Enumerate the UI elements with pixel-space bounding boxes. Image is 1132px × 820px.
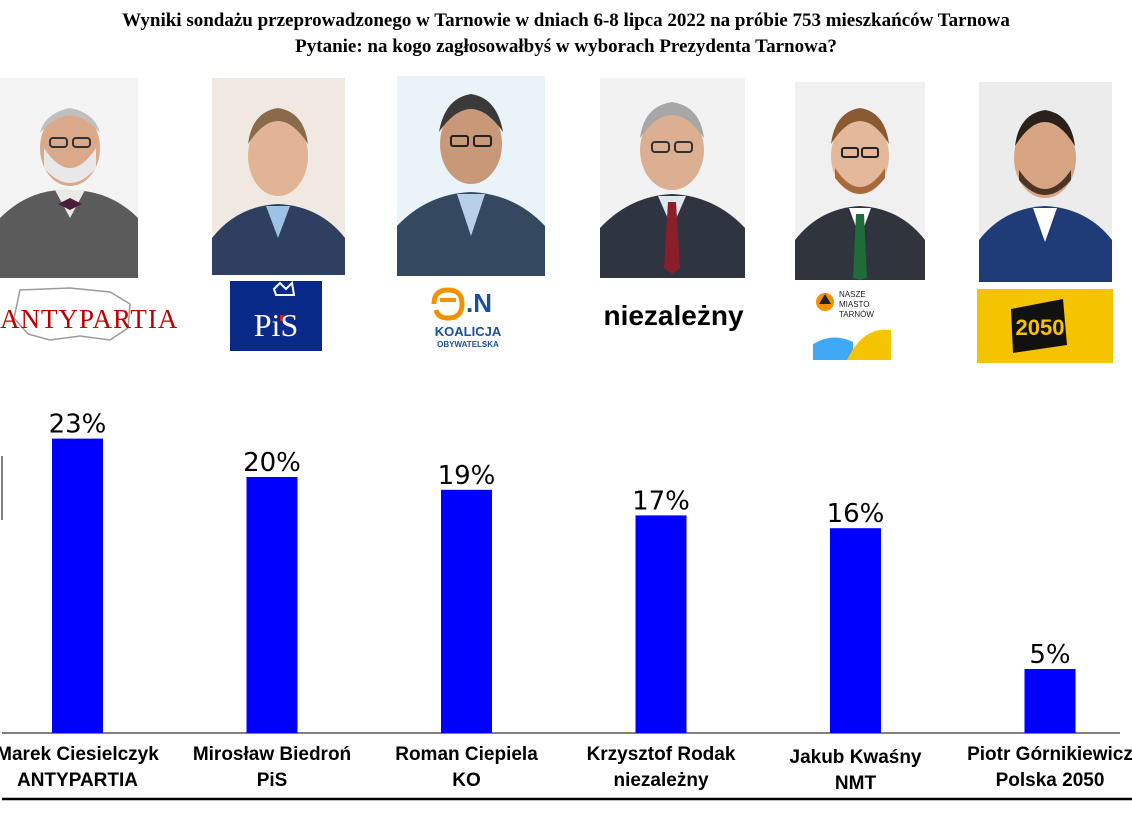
ko-line1: KOALICJA bbox=[434, 324, 502, 339]
value-label-3: 17% bbox=[632, 486, 690, 516]
category-label-0-line-1: ANTYPARTIA bbox=[16, 770, 139, 791]
pl2050-wordmark: 2050 bbox=[1015, 315, 1065, 340]
category-label-3-line-0: Krzysztof Rodak bbox=[586, 744, 736, 765]
value-label-0: 23% bbox=[49, 410, 107, 440]
niezalezny-wordmark: niezależny bbox=[603, 300, 744, 331]
chart-title: Wyniki sondażu przeprowadzonego w Tarnow… bbox=[0, 8, 1132, 60]
value-label-2: 19% bbox=[438, 461, 496, 491]
logo-nmt: NASZE MIASTO TARNÓW bbox=[813, 286, 891, 360]
category-label-1: Mirosław Biedroń PiS bbox=[167, 742, 377, 794]
logo-polska2050: 2050 bbox=[977, 289, 1113, 363]
photo-ciesielczyk bbox=[0, 78, 138, 278]
logo-niezalezny: niezależny bbox=[596, 300, 751, 336]
nmt-line1: NASZE bbox=[839, 290, 866, 299]
antypartia-wordmark: ANTYPARTIA bbox=[0, 304, 179, 334]
category-label-4-line-0: Jakub Kwaśny bbox=[789, 747, 922, 768]
category-label-2: Roman Ciepiela KO bbox=[362, 742, 572, 794]
logo-ko: .N KOALICJA OBYWATELSKA bbox=[428, 286, 508, 356]
nmt-line2: MIASTO bbox=[839, 300, 870, 309]
value-label-5: 5% bbox=[1029, 640, 1070, 670]
category-label-0-line-0: Marek Ciesielczyk bbox=[0, 744, 159, 765]
category-label-0: Marek Ciesielczyk ANTYPARTIA bbox=[0, 742, 183, 794]
ko-line2: OBYWATELSKA bbox=[437, 340, 499, 349]
category-label-1-line-1: PiS bbox=[256, 770, 288, 791]
title-line-1: Wyniki sondażu przeprowadzonego w Tarnow… bbox=[122, 10, 1010, 31]
bar-1 bbox=[246, 477, 298, 733]
logo-antypartia: ANTYPARTIA bbox=[0, 284, 200, 344]
title-line-2: Pytanie: na kogo zagłosowałbyś w wyborac… bbox=[295, 36, 837, 57]
photo-gornikiewicz bbox=[979, 82, 1112, 282]
category-label-2-line-1: KO bbox=[452, 770, 481, 791]
ko-n-wordmark: .N bbox=[466, 288, 492, 318]
category-label-3-line-1: niezależny bbox=[613, 770, 709, 791]
photo-biedron bbox=[212, 78, 345, 275]
pis-wordmark: PiS bbox=[253, 307, 299, 343]
photo-ciepiela bbox=[397, 76, 545, 276]
category-label-4: Jakub Kwaśny NMT bbox=[751, 745, 961, 797]
bar-4 bbox=[830, 528, 881, 733]
bar-2 bbox=[441, 489, 492, 733]
bar-5 bbox=[1024, 669, 1076, 733]
bar-chart: 23% 20% 19% 17% 16% 5% bbox=[1, 410, 1132, 801]
category-label-5-line-1: Polska 2050 bbox=[995, 770, 1105, 791]
category-label-5-line-0: Piotr Górnikiewicz bbox=[967, 744, 1132, 765]
category-label-1-line-0: Mirosław Biedroń bbox=[192, 744, 352, 765]
bar-0 bbox=[52, 438, 103, 733]
value-label-4: 16% bbox=[827, 499, 885, 529]
bar-3 bbox=[635, 515, 687, 733]
category-label-2-line-0: Roman Ciepiela bbox=[395, 744, 538, 765]
category-label-5: Piotr Górnikiewicz Polska 2050 bbox=[945, 742, 1132, 794]
category-label-4-line-1: NMT bbox=[834, 773, 877, 794]
nmt-line3: TARNÓW bbox=[839, 310, 874, 319]
photo-rodak bbox=[600, 78, 745, 278]
value-label-1: 20% bbox=[243, 448, 301, 478]
logo-pis: PiS bbox=[230, 281, 322, 351]
photo-kwasny bbox=[795, 82, 925, 280]
category-label-3: Krzysztof Rodak niezależny bbox=[556, 742, 766, 794]
